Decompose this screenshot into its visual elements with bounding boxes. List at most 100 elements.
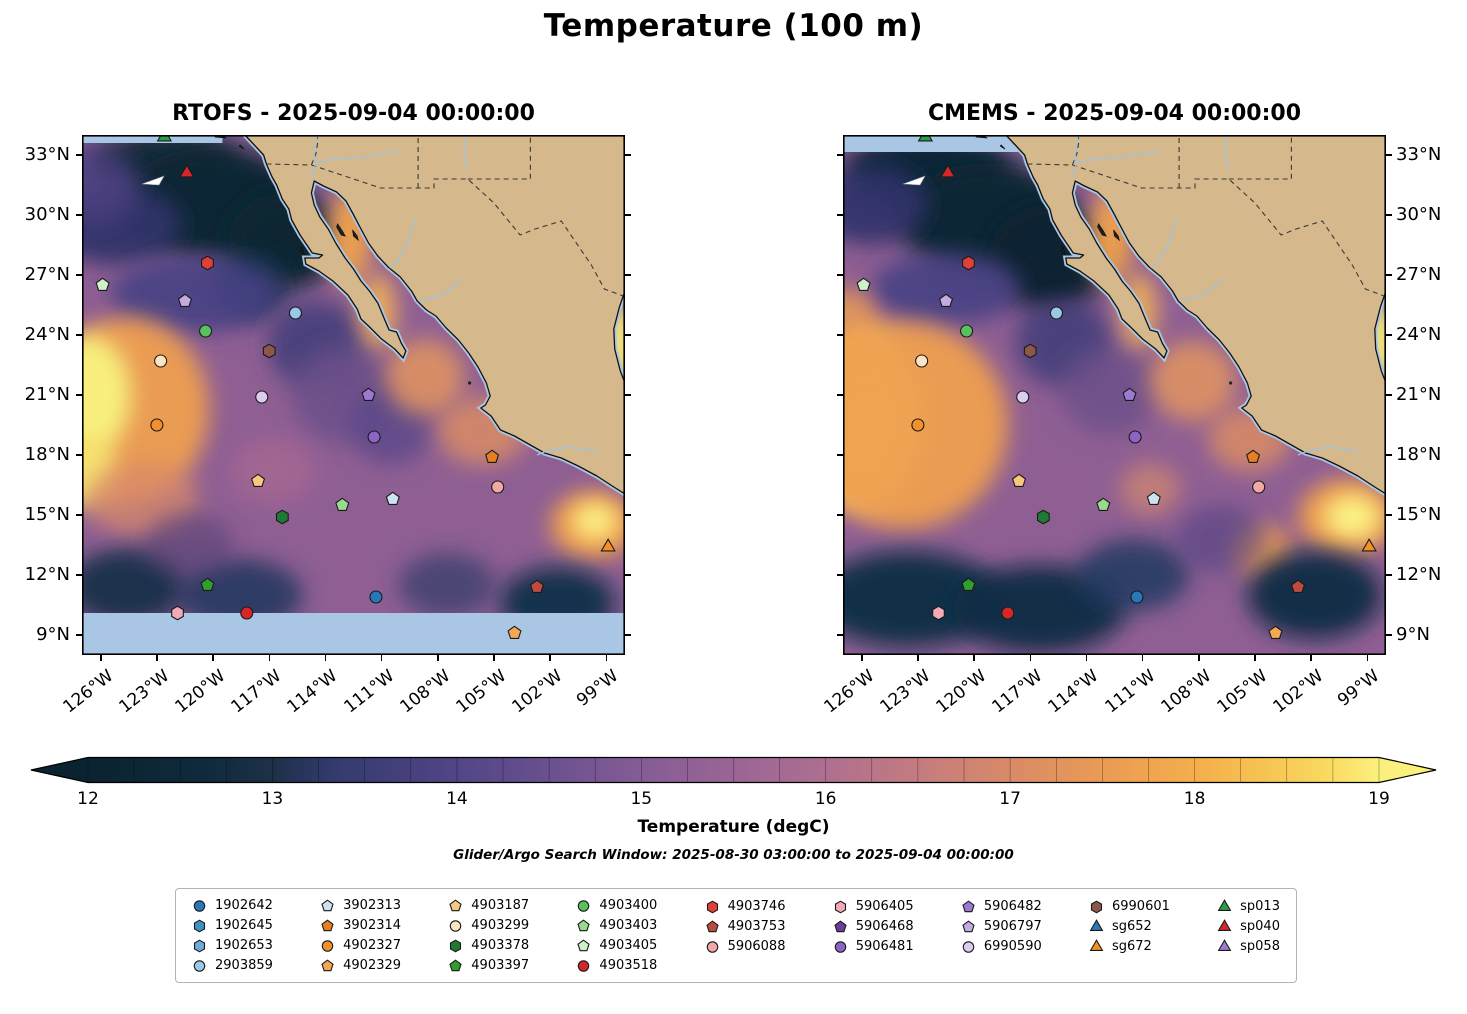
legend-label: sp040 [1240,918,1280,934]
x-tick [437,655,439,661]
legend-column: sp013 sp040 sp058 [1217,896,1280,975]
y-tick [837,634,843,636]
y-tick [837,334,843,336]
legend-marker-1902653 [193,939,206,953]
marker-3902314 [485,449,500,463]
legend-item-4903400: 4903400 [576,896,657,916]
x-tick [380,655,383,661]
legend-column: 3902313 3902314 4902327 4902329 [320,896,401,975]
temperature-field-blob [82,145,139,225]
legend-item-1902653: 1902653 [192,936,273,956]
triangle-marker-icon [1217,918,1232,931]
land [244,135,625,495]
panel-border [843,135,1387,656]
x-tick [1198,655,1200,661]
marker-4903299 [154,354,168,368]
legend-item-4903378: 4903378 [448,936,529,956]
y-tick [1386,574,1392,576]
legend-marker-4902329 [321,959,334,971]
river [418,278,463,302]
legend-item-4903518: 4903518 [576,955,657,975]
circle-marker-icon [578,959,590,972]
legend-marker-5906481 [834,941,846,953]
legend-label: 4903753 [727,918,786,934]
legend-label: 3902314 [343,918,402,934]
river [463,135,469,172]
legend-label: 4903518 [599,957,658,973]
marker-4903753 [529,579,545,593]
marker-4903400 [199,324,213,338]
y-tick-label: 33°N [1396,144,1442,165]
river [389,218,416,269]
circle-marker-icon [834,941,846,953]
y-tick [625,274,631,276]
island [352,229,359,242]
y-tick [76,214,82,216]
y-tick-label: 21°N [24,384,70,405]
political-border [1228,135,1292,180]
legend-label: 4903746 [727,898,786,914]
y-tick [1386,514,1392,516]
legend-label: 5906797 [983,918,1042,934]
search-window-subtitle: Glider/Argo Search Window: 2025-08-30 03… [453,847,1014,863]
no-data-mask-top [82,135,223,143]
legend-item-4903299: 4903299 [448,916,529,936]
temperature-field-blob [143,513,234,577]
marker-4903753 [1290,579,1306,593]
temperature-field-blob [871,253,1021,325]
circle-marker-icon [450,920,462,932]
temperature-field-blob [572,503,618,539]
legend: 1902642 1902645 1902653 2903859 [175,888,1297,983]
colorbar-tick-label: 14 [446,789,468,809]
legend-item-5906405: 5906405 [833,896,914,916]
legend-label: 2903859 [215,957,273,973]
x-tick [324,655,327,661]
island [243,231,247,235]
temperature-field-blob [1176,505,1267,573]
legend-label: 5906405 [855,898,914,914]
x-tick [212,655,214,661]
political-border [310,135,319,166]
triangle-marker-icon [1089,918,1104,931]
y-tick [1386,394,1392,396]
pentagon-marker-icon [962,920,975,933]
legend-item-4902329: 4902329 [320,955,401,975]
y-tick-label: 18°N [1396,444,1442,465]
y-tick-label: 15°N [24,504,70,525]
circle-marker-icon [193,959,206,972]
marker-4903405 [856,277,871,291]
y-tick [625,514,631,516]
y-tick [76,334,82,336]
legend-marker-2903859 [193,959,206,972]
legend-marker-5906482 [962,900,975,912]
temperature-field-blob [1120,463,1181,515]
triangle-marker-icon [1089,939,1104,951]
legend-item-3902314: 3902314 [320,916,401,936]
marker-4902329 [1268,625,1283,639]
pentagon-marker-icon [321,919,334,932]
legend-item-2903859: 2903859 [192,955,273,975]
y-tick [625,454,631,456]
colorbar-tick-label: 12 [77,789,99,809]
y-tick-label: 9°N [1396,624,1430,645]
marker-4903746 [201,255,214,271]
hexagon-marker-icon [193,939,206,953]
island [238,144,245,150]
cmems-map-svg [843,135,1387,656]
marker-6990601 [262,343,276,359]
marker-5906482 [361,387,376,401]
figure-title: Temperature (100 m) [543,8,924,44]
y-tick [1386,634,1392,636]
y-tick [625,334,631,336]
legend-label: 1902645 [215,918,273,934]
legend-marker-4903753 [705,920,719,933]
legend-marker-4903187 [449,899,462,912]
x-tick [549,655,551,661]
legend-item-4903405: 4903405 [576,936,657,956]
legend-marker-4903378 [450,939,462,953]
colorbar-tick-label: 15 [630,789,653,809]
island [299,245,305,256]
legend-item-6990601: 6990601 [1089,896,1170,916]
marker-4903518 [240,606,254,620]
legend-marker-3902314 [321,919,334,932]
